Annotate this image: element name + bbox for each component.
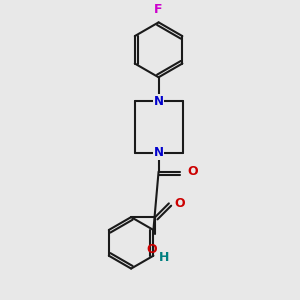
Text: O: O (174, 197, 184, 210)
Text: O: O (146, 243, 157, 256)
Text: N: N (154, 95, 164, 108)
Text: N: N (154, 146, 164, 159)
Text: H: H (158, 250, 169, 264)
Text: F: F (154, 3, 163, 16)
Text: O: O (187, 165, 197, 178)
